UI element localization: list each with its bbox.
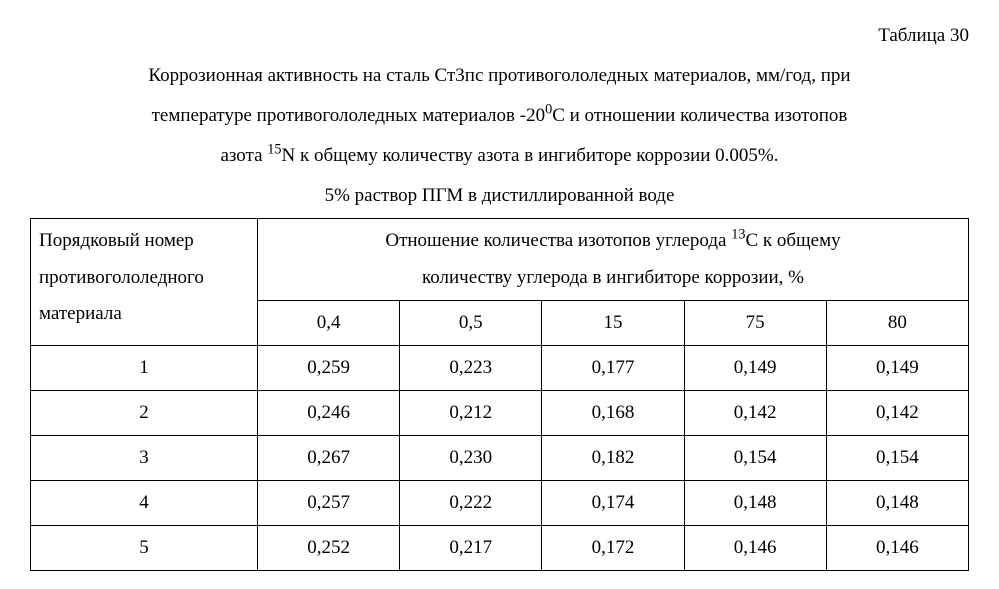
row-header-cell: Порядковый номер противогололедного мате… <box>31 219 258 345</box>
caption-sup: 15 <box>267 142 281 158</box>
cell: 0,149 <box>684 345 826 390</box>
caption-text: N к общему количеству азота в ингибиторе… <box>282 145 779 166</box>
header-text: Порядковый номер <box>39 230 194 251</box>
cell: 0,217 <box>400 526 542 571</box>
cell: 0,146 <box>826 526 968 571</box>
column-header: 80 <box>826 300 968 345</box>
cell: 0,154 <box>826 435 968 480</box>
column-header: 0,4 <box>258 300 400 345</box>
cell: 0,174 <box>542 481 684 526</box>
caption-text: Коррозионная активность на сталь Ст3пс п… <box>148 65 850 86</box>
caption-text: температуре противогололедных материалов… <box>152 105 545 126</box>
table-row: 2 0,246 0,212 0,168 0,142 0,142 <box>31 390 969 435</box>
table-row: 1 0,259 0,223 0,177 0,149 0,149 <box>31 345 969 390</box>
cell: 0,252 <box>258 526 400 571</box>
table-body: 1 0,259 0,223 0,177 0,149 0,149 2 0,246 … <box>31 345 969 570</box>
row-num: 2 <box>31 390 258 435</box>
cell: 0,146 <box>684 526 826 571</box>
cell: 0,259 <box>258 345 400 390</box>
cell: 0,148 <box>826 481 968 526</box>
cell: 0,142 <box>826 390 968 435</box>
cell: 0,168 <box>542 390 684 435</box>
cell: 0,222 <box>400 481 542 526</box>
cell: 0,267 <box>258 435 400 480</box>
cell: 0,182 <box>542 435 684 480</box>
header-text: количеству углерода в ингибиторе коррози… <box>422 267 804 288</box>
caption-line-4: 5% раствор ПГМ в дистиллированной воде <box>40 178 959 214</box>
header-text: С к общему <box>745 230 840 251</box>
column-group-header: Отношение количества изотопов углерода 1… <box>258 219 969 300</box>
cell: 0,230 <box>400 435 542 480</box>
caption-text: азота <box>220 145 267 166</box>
cell: 0,212 <box>400 390 542 435</box>
table-number: Таблица 30 <box>30 18 969 54</box>
header-sup: 13 <box>731 227 745 243</box>
cell: 0,149 <box>826 345 968 390</box>
cell: 0,154 <box>684 435 826 480</box>
table-row: 4 0,257 0,222 0,174 0,148 0,148 <box>31 481 969 526</box>
cell: 0,148 <box>684 481 826 526</box>
table-header-row: Порядковый номер противогололедного мате… <box>31 219 969 300</box>
row-num: 5 <box>31 526 258 571</box>
header-text: противогололедного <box>39 267 204 288</box>
row-num: 4 <box>31 481 258 526</box>
cell: 0,177 <box>542 345 684 390</box>
cell: 0,172 <box>542 526 684 571</box>
row-num: 3 <box>31 435 258 480</box>
caption-line-2: температуре противогололедных материалов… <box>40 98 959 134</box>
table-row: 5 0,252 0,217 0,172 0,146 0,146 <box>31 526 969 571</box>
column-header: 75 <box>684 300 826 345</box>
cell: 0,246 <box>258 390 400 435</box>
cell: 0,142 <box>684 390 826 435</box>
column-header: 0,5 <box>400 300 542 345</box>
data-table: Порядковый номер противогололедного мате… <box>30 218 969 571</box>
row-num: 1 <box>31 345 258 390</box>
table-row: 3 0,267 0,230 0,182 0,154 0,154 <box>31 435 969 480</box>
cell: 0,257 <box>258 481 400 526</box>
column-header: 15 <box>542 300 684 345</box>
header-text: материала <box>39 303 122 324</box>
caption-text: С и отношении количества изотопов <box>552 105 847 126</box>
cell: 0,223 <box>400 345 542 390</box>
caption-line-1: Коррозионная активность на сталь Ст3пс п… <box>40 58 959 94</box>
caption-line-3: азота 15N к общему количеству азота в ин… <box>40 138 959 174</box>
header-text: Отношение количества изотопов углерода <box>385 230 731 251</box>
